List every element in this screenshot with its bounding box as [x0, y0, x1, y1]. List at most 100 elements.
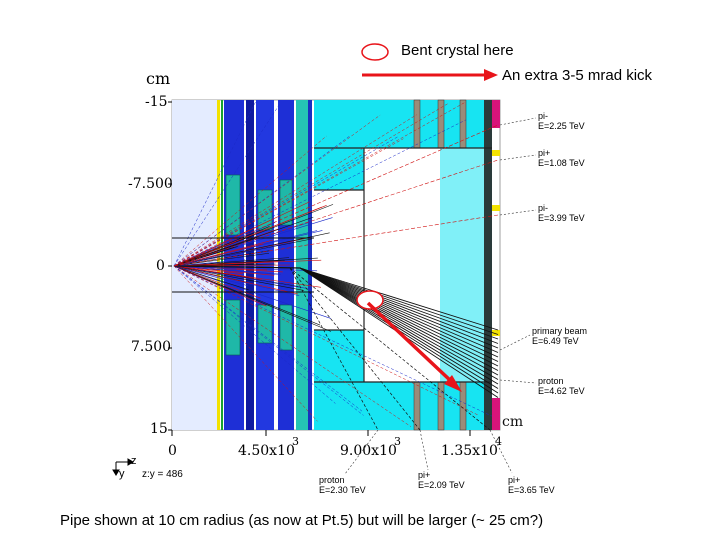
gray-bar: [437, 381, 445, 431]
track: [173, 247, 235, 267]
particle-label: pi+ E=1.08 TeV: [538, 148, 585, 168]
track: [299, 267, 499, 389]
leader-line: [419, 429, 429, 471]
track: [299, 267, 499, 331]
particle-label: primary beam E=6.49 TeV: [532, 326, 588, 346]
yellow-marker: [492, 330, 500, 336]
track: [173, 119, 466, 267]
yellow-marker: [492, 205, 500, 211]
cyan-region: [364, 100, 492, 148]
track: [173, 263, 276, 267]
track: [173, 101, 257, 267]
y-tick-label: -7.500: [128, 176, 173, 192]
x-tick-exponent: 3: [394, 435, 401, 448]
kick-legend-arrow-head: [484, 69, 498, 81]
track: [173, 135, 351, 267]
leader-line: [344, 429, 379, 475]
track: [299, 267, 499, 340]
track: [173, 136, 399, 267]
track: [173, 265, 322, 288]
crystal-marker: [356, 290, 384, 310]
track: [173, 102, 449, 267]
track: [299, 267, 499, 385]
track: [173, 265, 299, 295]
particle-tracks: [173, 101, 499, 431]
track: [173, 265, 411, 427]
x-tick-exponent: 3: [292, 435, 299, 448]
track: [173, 265, 332, 332]
track: [173, 216, 314, 267]
track: [173, 265, 336, 404]
yellow-marker: [492, 150, 500, 156]
leader-line: [499, 334, 531, 351]
track: [173, 265, 321, 326]
particle-label: proton E=4.62 TeV: [538, 376, 585, 396]
track: [173, 135, 327, 267]
x-axis-unit: cm: [502, 414, 524, 430]
track: [173, 159, 499, 267]
particle-label: pi+ E=3.65 TeV: [508, 475, 555, 495]
kick-arrow-head: [444, 375, 462, 392]
track: [173, 102, 465, 267]
cyan-region: [314, 100, 364, 190]
magenta-edge: [492, 100, 500, 128]
leader-line: [499, 209, 537, 216]
particle-label: pi+ E=2.09 TeV: [418, 470, 465, 490]
track: [173, 265, 281, 275]
blue-strip: [308, 100, 312, 430]
particle-label: pi- E=2.25 TeV: [538, 111, 585, 131]
axis-y-label: y: [119, 468, 125, 480]
track: [173, 124, 499, 267]
gray-bar: [459, 99, 467, 149]
x-tick-label: 0: [168, 443, 177, 459]
view-label: z:y = 486: [142, 469, 183, 480]
x-tick-label: 1.35x10: [441, 443, 498, 459]
x-tick-label: 4.50x10: [238, 443, 295, 459]
y-tick-label: 0: [156, 258, 165, 274]
axis-glyph-arrow: [112, 469, 120, 476]
caption: Pipe shown at 10 cm radius (as now at Pt…: [60, 512, 544, 529]
track: [173, 265, 301, 269]
track: [173, 201, 310, 267]
leader-line: [489, 429, 513, 474]
extra-kick-label: An extra 3-5 mrad kick: [502, 67, 653, 84]
y-tick-label: 7.500: [131, 339, 172, 355]
track: [173, 265, 363, 412]
track: [299, 267, 499, 353]
track: [289, 267, 491, 431]
track: [173, 265, 243, 274]
x-tick-exponent: 4: [495, 435, 502, 448]
track: [299, 267, 499, 371]
track: [173, 102, 281, 267]
track: [173, 265, 249, 291]
track: [299, 267, 499, 344]
bent-crystal-label: Bent crystal here: [401, 42, 514, 59]
track: [299, 267, 499, 367]
y-tick-label: 15: [150, 421, 168, 437]
leader-line: [499, 379, 537, 384]
track: [173, 243, 283, 267]
track: [173, 265, 364, 416]
track: [173, 259, 322, 267]
track: [173, 265, 480, 416]
track: [289, 267, 379, 431]
track: [173, 265, 492, 417]
leader-line: [499, 117, 537, 126]
track: [173, 243, 264, 267]
teal-block: [279, 304, 293, 351]
teal-block: [279, 179, 293, 226]
track: [173, 259, 245, 267]
track: [299, 267, 499, 358]
gray-bar: [437, 99, 445, 149]
gray-bar: [459, 381, 467, 431]
track: [173, 265, 267, 307]
track: [299, 267, 499, 335]
blue-detector-block: [246, 100, 254, 430]
teal-column: [296, 100, 308, 430]
particle-label: proton E=2.30 TeV: [319, 475, 366, 495]
track: [173, 265, 308, 289]
track: [173, 265, 248, 287]
gray-bar: [413, 381, 421, 431]
track: [173, 138, 404, 267]
